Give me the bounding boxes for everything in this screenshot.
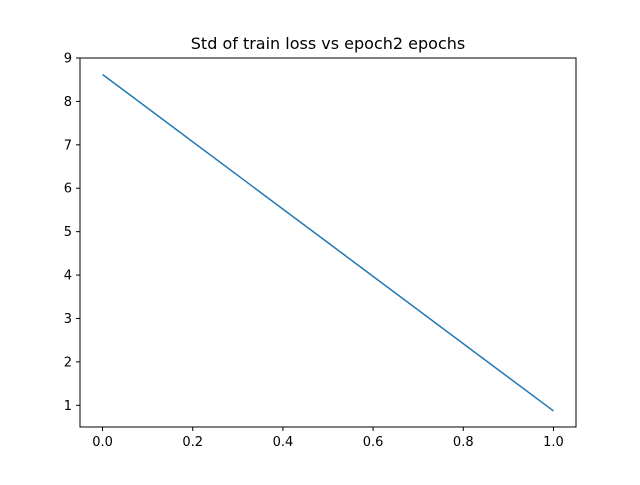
chart-title: Std of train loss vs epoch2 epochs: [191, 34, 465, 53]
y-tick-label: 8: [64, 95, 72, 110]
y-tick-label: 5: [64, 225, 72, 240]
axes-frame: [79, 57, 577, 428]
y-tick-label: 4: [64, 269, 72, 284]
y-tick-label: 9: [64, 52, 72, 67]
x-tick-label: 0.2: [182, 435, 203, 450]
x-tick-label: 0.0: [92, 435, 113, 450]
y-tick-label: 1: [64, 399, 72, 414]
x-tick-label: 0.8: [453, 435, 474, 450]
plot-area: 0.0 0.2 0.4 0.6 0.8 1.0 1 2 3 4 5 6 7 8 9: [64, 52, 577, 450]
x-tick-label: 1.0: [543, 435, 564, 450]
y-tick-label: 7: [64, 138, 72, 153]
y-tick-label: 2: [64, 355, 72, 370]
y-tick-label: 3: [64, 312, 72, 327]
series-line: [102, 73, 554, 412]
x-tick-label: 0.4: [273, 435, 294, 450]
y-tick-label: 6: [64, 182, 72, 197]
x-tick-label: 0.6: [363, 435, 384, 450]
